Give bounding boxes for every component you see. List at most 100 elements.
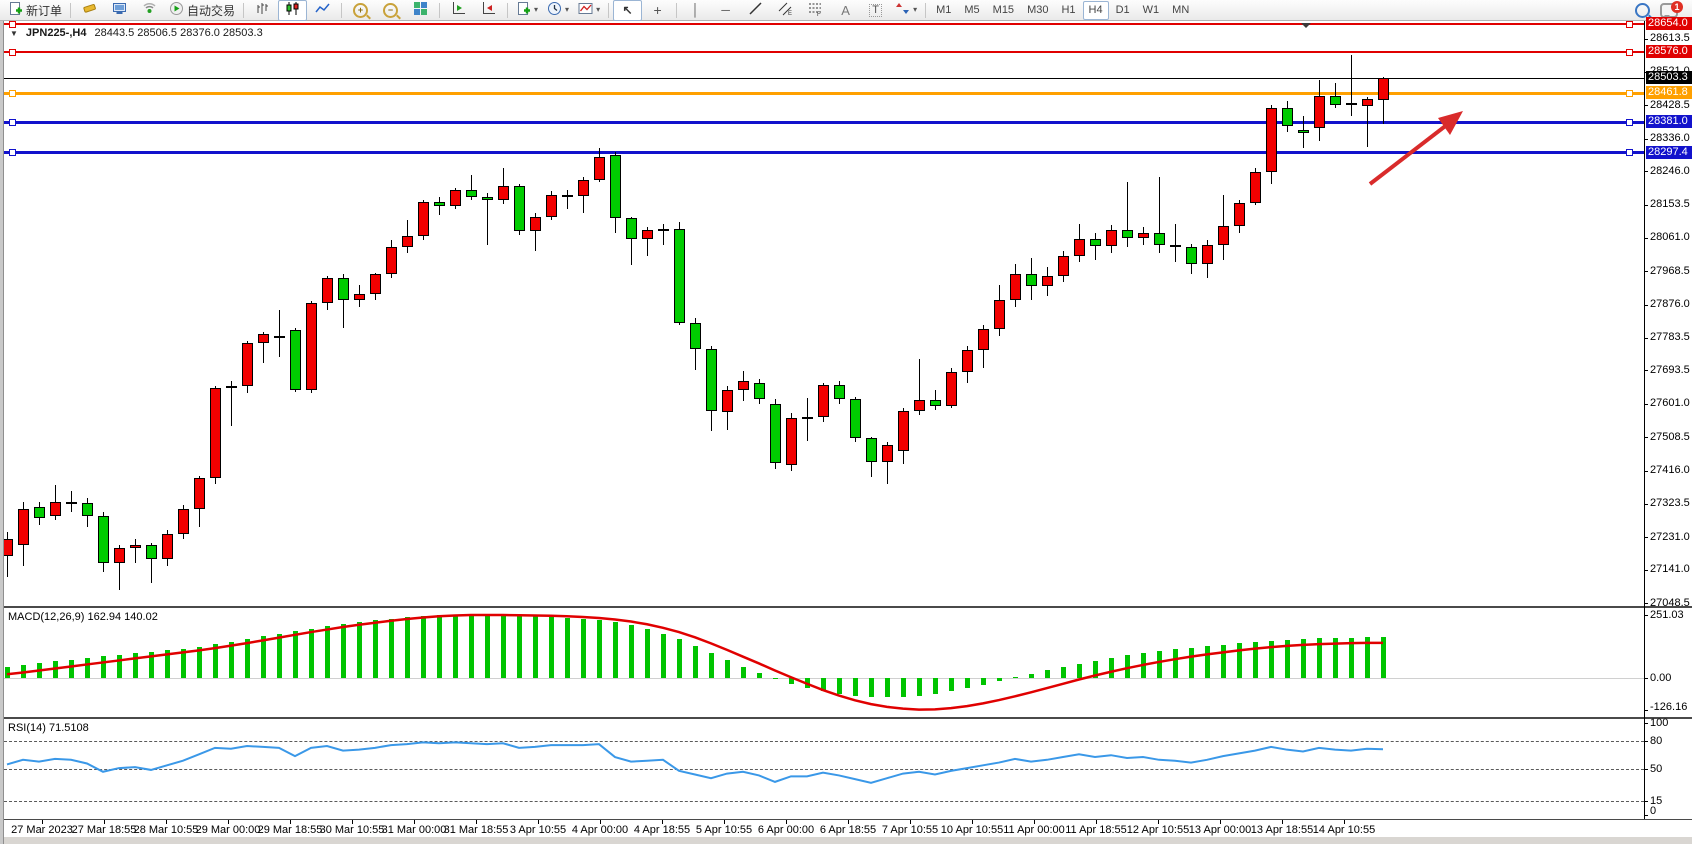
macd-histogram-bar <box>517 616 522 678</box>
auto-scroll-button[interactable] <box>444 0 473 21</box>
terminal-button[interactable] <box>105 0 134 21</box>
candle <box>50 501 61 516</box>
candle <box>354 294 365 300</box>
auto-trading-button[interactable]: 自动交易 <box>165 0 239 21</box>
templates-button[interactable]: ▾ <box>512 0 542 21</box>
timeframe-button-mn[interactable]: MN <box>1172 4 1190 16</box>
text-label-button[interactable]: T <box>861 0 890 21</box>
cursor-button[interactable]: ↖ <box>613 0 643 21</box>
timeframe-button-w1[interactable]: W1 <box>1142 4 1160 16</box>
timeframe-button-m30[interactable]: M30 <box>1027 4 1049 16</box>
trendline-button[interactable] <box>741 0 770 21</box>
macd-histogram-bar <box>933 678 938 694</box>
panel-separator-macd[interactable] <box>0 606 1692 608</box>
search-icon[interactable] <box>1635 2 1650 18</box>
line-chart-button[interactable] <box>308 0 337 21</box>
macd-histogram-bar <box>1269 640 1274 678</box>
periods-button[interactable]: ▾ <box>543 0 573 21</box>
notifications-icon[interactable]: 1 <box>1660 0 1683 18</box>
candle <box>818 385 829 417</box>
level-handle[interactable] <box>1626 48 1633 56</box>
macd-histogram-bar <box>85 657 90 678</box>
candle <box>34 506 45 518</box>
rsi-level-line <box>4 801 1644 803</box>
macd-histogram-bar <box>277 633 282 678</box>
arrows-button[interactable]: ▾ <box>891 0 921 21</box>
vertical-line-icon: │ <box>691 3 700 17</box>
bars-icon <box>255 1 270 19</box>
macd-histogram-bar <box>309 628 314 678</box>
candle-wick <box>151 543 152 583</box>
zoom-out-button[interactable]: − <box>376 0 405 21</box>
horizontal-line-button[interactable]: ─ <box>711 0 740 21</box>
new-order-button[interactable]: 新订单 <box>4 0 66 21</box>
level-handle[interactable] <box>9 89 16 97</box>
level-handle[interactable] <box>9 48 16 56</box>
macd-panel[interactable] <box>4 608 1644 717</box>
level-handle[interactable] <box>9 118 16 126</box>
level-handle[interactable] <box>1626 149 1633 157</box>
macd-histogram-bar <box>677 639 682 678</box>
level-line-28576.0[interactable] <box>4 51 1644 54</box>
candle-wick <box>119 544 120 590</box>
candle <box>82 503 93 516</box>
vertical-line-button[interactable]: │ <box>681 0 710 21</box>
panel-separator-rsi[interactable] <box>0 717 1692 719</box>
indicators-button[interactable]: ▾ <box>574 0 604 21</box>
macd-histogram-bar <box>1173 649 1178 678</box>
level-line-28654.0[interactable] <box>4 23 1644 25</box>
candle <box>1202 244 1213 265</box>
chart-plot-area[interactable] <box>4 21 1644 606</box>
chart-collapse-icon[interactable]: ▼ <box>10 28 18 38</box>
level-line-28461.8[interactable] <box>4 91 1644 95</box>
chart-title: ▼ JPN225-,H4 28443.5 28506.5 28376.0 285… <box>10 27 263 39</box>
timeframe-button-h4[interactable]: H4 <box>1082 0 1109 20</box>
macd-axis-label: 0.00 <box>1650 672 1672 684</box>
crosshair-button[interactable]: + <box>643 0 672 21</box>
timeframe-button-m15[interactable]: M15 <box>992 4 1015 16</box>
candle <box>258 333 269 343</box>
time-axis-label: 4 Apr 18:55 <box>633 824 691 836</box>
bar-chart-button[interactable] <box>248 0 277 21</box>
fibonacci-button[interactable]: F <box>801 0 830 21</box>
text-button[interactable]: A <box>831 0 860 21</box>
level-handle[interactable] <box>9 149 16 157</box>
macd-histogram-bar <box>693 645 698 678</box>
candle <box>770 404 781 463</box>
signals-button[interactable] <box>135 0 164 21</box>
autotrade-icon <box>169 1 184 19</box>
tile-windows-button[interactable] <box>406 0 435 21</box>
macd-histogram-bar <box>1253 641 1258 678</box>
timeframe-button-m1[interactable]: M1 <box>936 4 952 16</box>
zoom-in-button[interactable]: + <box>346 0 375 21</box>
time-axis-tick <box>724 820 725 824</box>
candlestick-chart-button[interactable] <box>278 0 308 21</box>
macd-histogram-bar <box>757 672 762 678</box>
macd-histogram-bar <box>325 626 330 678</box>
candle <box>1106 230 1117 247</box>
candle-wick <box>1095 232 1096 260</box>
chart-shift-button[interactable] <box>474 0 503 21</box>
candle-wick <box>663 223 664 246</box>
docplus-icon <box>8 1 23 19</box>
chart-shift-marker[interactable] <box>1301 23 1311 33</box>
macd-histogram-bar <box>1333 637 1338 678</box>
timeframe-button-d1[interactable]: D1 <box>1115 4 1130 16</box>
level-line-28381.0[interactable] <box>4 120 1644 124</box>
level-handle[interactable] <box>1626 20 1633 28</box>
macd-histogram-bar <box>565 617 570 678</box>
equidistant-channel-button[interactable]: E <box>771 0 800 21</box>
timeframe-button-m5[interactable]: M5 <box>964 4 980 16</box>
price-axis-tick-label: 28428.5 <box>1650 98 1690 111</box>
level-handle[interactable] <box>1626 118 1633 126</box>
level-handle[interactable] <box>9 20 16 28</box>
candle-wick <box>471 175 472 201</box>
styles-button[interactable] <box>75 0 104 21</box>
time-axis-border <box>0 819 1692 820</box>
level-line-28297.4[interactable] <box>4 151 1644 155</box>
candle <box>1234 202 1245 226</box>
macd-histogram-bar <box>117 654 122 678</box>
timeframe-button-h1[interactable]: H1 <box>1061 4 1076 16</box>
candle <box>1138 232 1149 238</box>
level-handle[interactable] <box>1626 89 1633 97</box>
